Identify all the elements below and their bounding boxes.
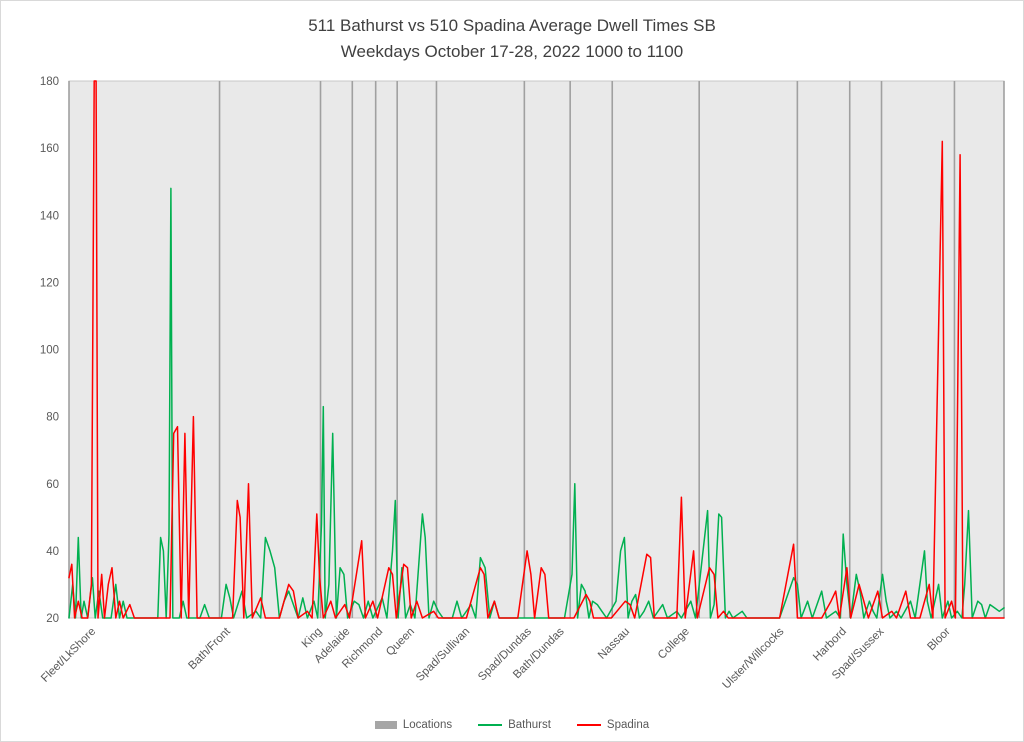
y-tick-label: 60: [46, 479, 59, 491]
legend-item-spadina: Spadina: [576, 719, 650, 731]
legend-label-spadina: Spadina: [606, 719, 650, 731]
chart-title: 511 Bathurst vs 510 Spadina Average Dwel…: [308, 16, 716, 35]
y-tick-label: 140: [40, 210, 59, 222]
x-category-label: Ulster/Willcocks: [721, 625, 787, 691]
y-tick-label: 180: [40, 76, 59, 88]
x-category-label: Bath/Front: [186, 625, 233, 672]
y-tick-label: 20: [46, 613, 59, 625]
y-tick-label: 120: [40, 277, 59, 289]
x-category-label: King: [300, 626, 325, 651]
locations-swatch: [374, 721, 397, 729]
legend-item-bathurst: Bathurst: [478, 719, 551, 731]
y-tick-label: 100: [40, 345, 59, 357]
x-category-label: Bloor: [925, 626, 953, 654]
legend: Locations Bathurst Spadina: [1, 719, 1023, 731]
x-category-label: Fleet/LkShore: [39, 626, 98, 685]
y-tick-label: 80: [46, 412, 59, 424]
y-tick-label: 40: [46, 546, 59, 558]
spadina-swatch: [576, 723, 601, 727]
bathurst-swatch: [478, 723, 503, 727]
x-category-label: Harbord: [811, 626, 849, 664]
x-category-label: College: [656, 626, 692, 662]
y-tick-label: 160: [40, 143, 59, 155]
x-category-label: Nassau: [596, 626, 632, 662]
legend-label-bathurst: Bathurst: [508, 719, 551, 731]
chart-subtitle: Weekdays October 17-28, 2022 1000 to 110…: [340, 42, 684, 61]
spadina-series-line: [68, 80, 1005, 619]
legend-label-locations: Locations: [402, 719, 453, 731]
legend-item-locations: Locations: [374, 719, 453, 731]
x-category-label: Queen: [384, 626, 417, 659]
plot-background: [68, 80, 1005, 619]
x-category-label: Spad/Sullivan: [414, 626, 472, 684]
